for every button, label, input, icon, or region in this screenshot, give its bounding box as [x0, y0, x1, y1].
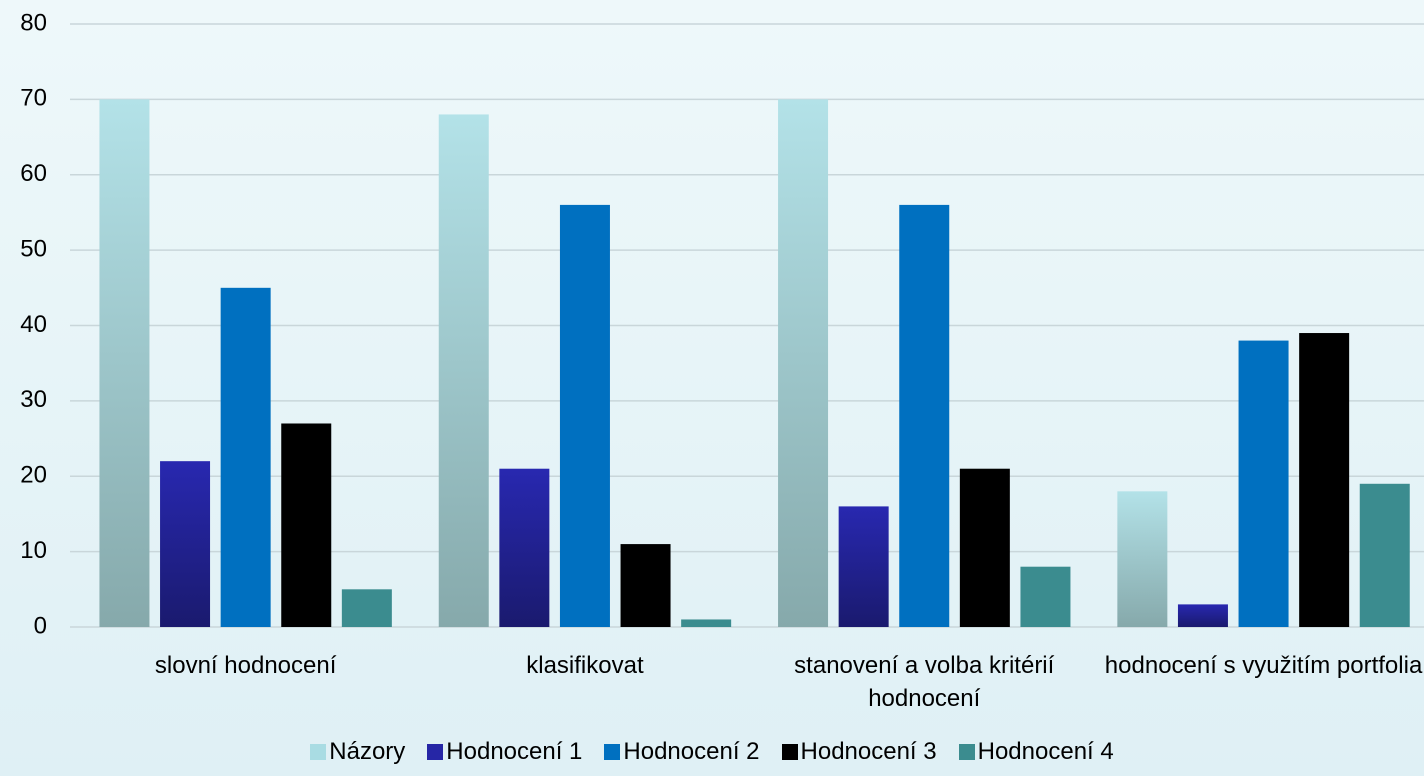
y-tick-label: 30	[20, 386, 47, 413]
y-tick-label: 70	[20, 85, 47, 112]
bar	[438, 114, 489, 627]
legend-item: Hodnocení 3	[781, 738, 937, 766]
bar	[559, 204, 610, 627]
legend-swatch	[427, 744, 444, 760]
bar	[160, 461, 211, 627]
bar	[899, 204, 950, 627]
x-tick-label: hodnocení s využitím portfolia	[1104, 652, 1423, 679]
legend-label: Názory	[329, 738, 406, 765]
y-tick-label: 80	[20, 9, 47, 36]
bar	[681, 619, 732, 627]
bar	[959, 468, 1010, 627]
bar	[620, 544, 671, 627]
legend-item: Hodnocení 4	[958, 738, 1114, 766]
y-tick-label: 20	[20, 462, 47, 489]
x-tick-label: slovní hodnocení	[154, 652, 337, 679]
legend-label: Hodnocení 4	[977, 738, 1114, 765]
legend: Názory Hodnocení 1 Hodnocení 2 Hodnocení 3 H…	[0, 738, 1424, 766]
bar	[838, 506, 889, 627]
legend-item: Hodnocení 2	[604, 738, 760, 766]
bar	[1359, 483, 1410, 627]
x-tick-label: klasifikovat	[526, 652, 644, 679]
y-tick-label: 10	[20, 537, 47, 564]
bar	[1020, 566, 1071, 627]
legend-item: Názory	[310, 738, 405, 766]
legend-label: Hodnocení 2	[623, 738, 760, 765]
y-tick-label: 0	[34, 612, 47, 639]
legend-label: Hodnocení 3	[800, 738, 937, 765]
y-tick-label: 40	[20, 311, 47, 338]
bar	[341, 589, 392, 627]
bar	[499, 468, 550, 627]
y-tick-label: 50	[20, 235, 47, 262]
y-tick-label: 60	[20, 160, 47, 187]
legend-item: Hodnocení 1	[427, 738, 582, 766]
bar	[1299, 333, 1350, 627]
bar	[778, 99, 829, 627]
legend-label: Hodnocení 1	[446, 738, 583, 765]
legend-swatch	[604, 744, 621, 760]
legend-swatch	[958, 744, 975, 760]
bar	[99, 99, 150, 627]
bar	[1177, 604, 1228, 627]
x-tick-label: stanovení a volba kritérií hodnocení	[794, 652, 1055, 712]
bar	[1238, 340, 1289, 627]
bar	[281, 423, 332, 627]
bar	[220, 287, 271, 627]
legend-swatch	[310, 744, 327, 760]
bar	[1117, 491, 1168, 627]
legend-swatch	[781, 744, 798, 760]
